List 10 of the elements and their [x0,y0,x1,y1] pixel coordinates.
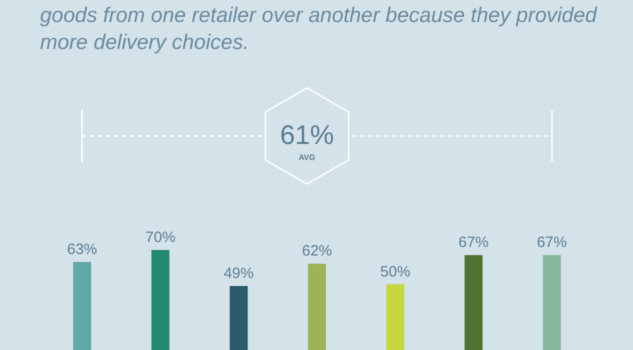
data-label: 67% [536,234,567,252]
chart-title: goods from one retailer over another because they provided more delivery choices. [40,3,598,56]
data-label: 50% [380,263,410,280]
data-label: 62% [302,242,332,260]
data-label: 67% [458,234,489,252]
text: AVG [298,153,316,162]
text: 61% [280,120,334,150]
data-label: 70% [145,229,176,246]
data-label: 49% [224,265,254,282]
data-label: 63% [67,241,98,258]
